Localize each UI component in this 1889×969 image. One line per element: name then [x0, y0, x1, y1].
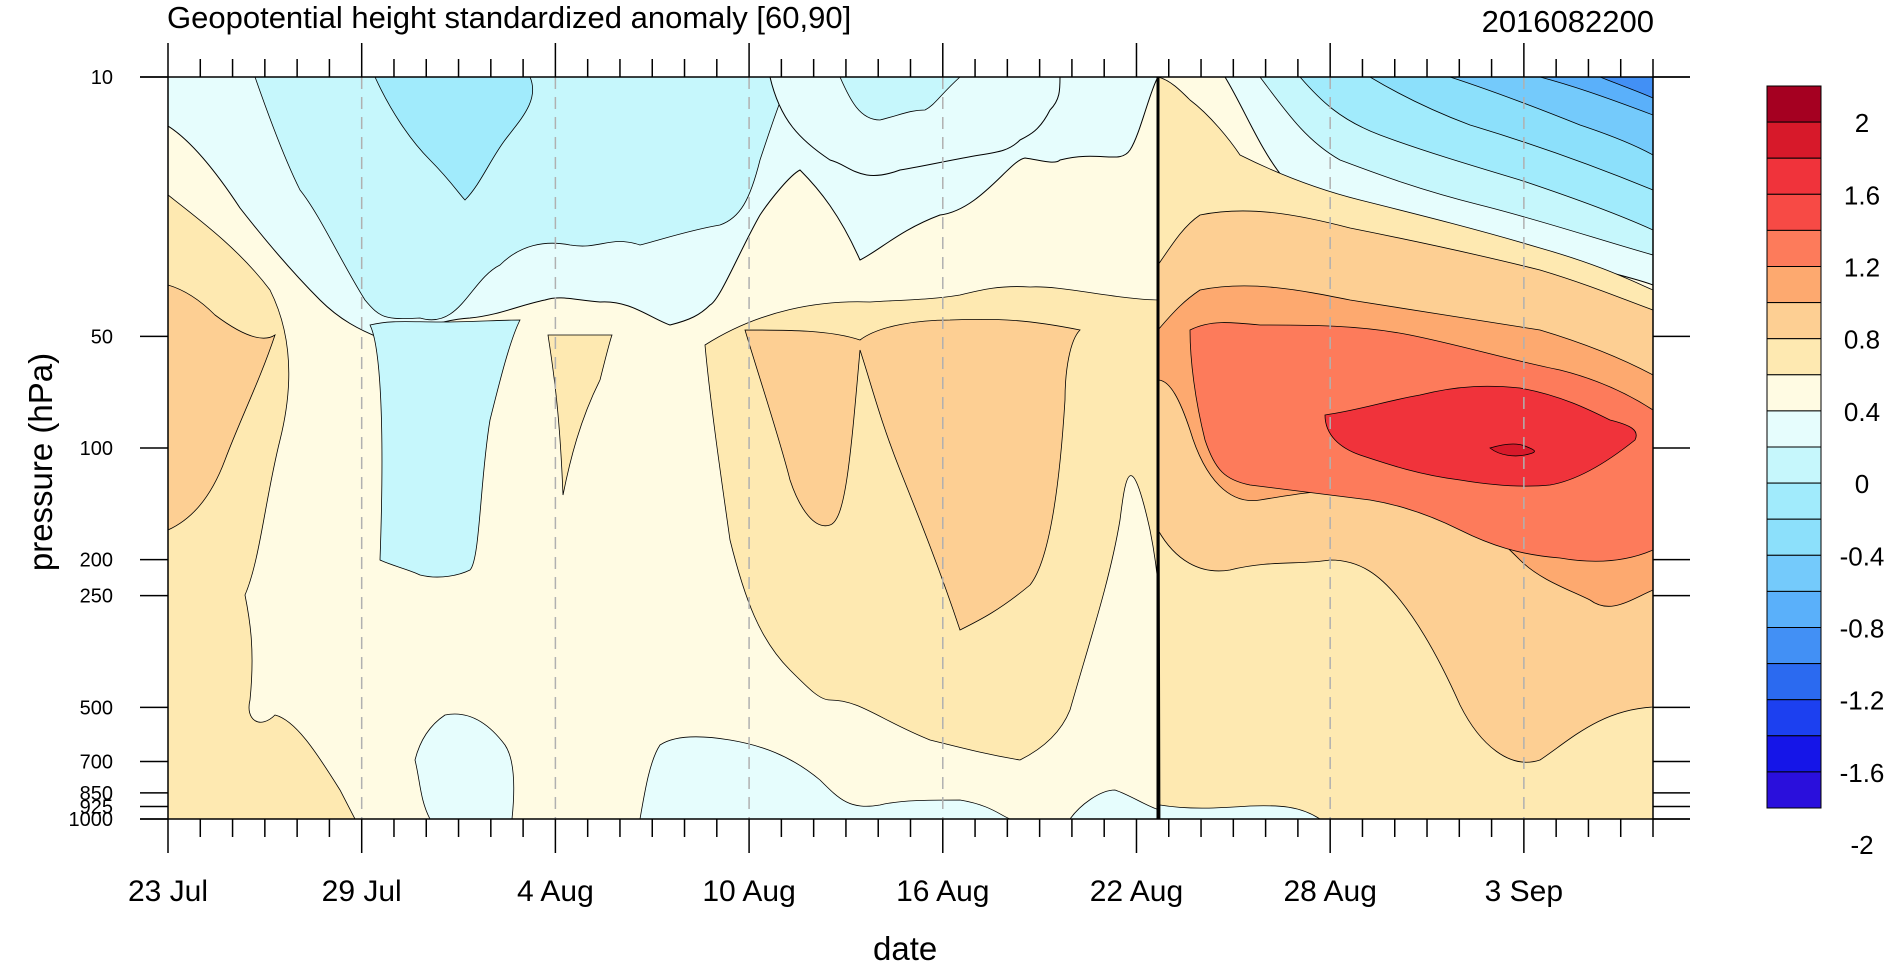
- colorbar-swatch: [1766, 338, 1822, 376]
- colorbar-swatch: [1766, 482, 1822, 520]
- colorbar-label: 0.8: [1844, 325, 1880, 355]
- colorbar-swatch: [1766, 518, 1822, 556]
- y-tick-label: 200: [80, 550, 113, 572]
- contour-field: [168, 77, 1653, 819]
- colorbar-swatch: [1766, 554, 1822, 592]
- y-tick-label: 850: [80, 783, 113, 805]
- x-axis-title: date: [873, 930, 938, 967]
- y-tick-label: 700: [80, 752, 113, 774]
- contour-neg-upper-right: [769, 77, 1061, 176]
- contour-pos-center-2: [744, 318, 1081, 631]
- colorbar-label: 0.4: [1844, 397, 1880, 427]
- colorbar-label: -0.4: [1840, 541, 1885, 571]
- colorbar-swatch: [1766, 699, 1822, 737]
- contour-pos-left-2: [168, 284, 276, 531]
- colorbar: 2 1.6 1.2 0.8 0.4 0 -0.4 -0.8 -1.2 -1.6 -2: [1766, 85, 1885, 860]
- colorbar-label: -1.2: [1840, 686, 1885, 716]
- colorbar-label: 1.6: [1844, 180, 1880, 210]
- contour-neg-upper-3: [374, 77, 534, 201]
- colorbar-swatch: [1766, 374, 1822, 412]
- colorbar-label: -0.8: [1840, 614, 1885, 644]
- y-tick-label: 10: [91, 67, 113, 89]
- colorbar-label: 2: [1855, 108, 1869, 138]
- x-axis: 23 Jul 29 Jul 4 Aug 10 Aug 16 Aug 22 Aug 28 Au…: [128, 43, 1654, 908]
- x-tick-label: 3 Sep: [1485, 875, 1563, 908]
- colorbar-swatch: [1766, 302, 1822, 340]
- contour-neg-upper-right-2: [839, 77, 961, 121]
- contour-pos-center-small: [547, 334, 613, 496]
- colorbar-swatch: [1766, 663, 1822, 701]
- colorbar-label: 0: [1855, 469, 1869, 499]
- colorbar-swatch: [1766, 446, 1822, 484]
- colorbar-swatch: [1766, 229, 1822, 267]
- x-tick-label: 29 Jul: [322, 875, 402, 908]
- contour-neg-left-column: [369, 319, 521, 578]
- x-tick-label: 16 Aug: [896, 875, 989, 908]
- y-tick-label: 250: [80, 586, 113, 608]
- x-tick-label: 23 Jul: [128, 875, 208, 908]
- contour-neg-upper-2: [254, 77, 791, 321]
- chart-run-date: 2016082200: [1481, 4, 1654, 39]
- colorbar-label: -1.6: [1840, 758, 1885, 788]
- y-tick-label: 100: [80, 438, 113, 460]
- y-tick-label: 500: [80, 697, 113, 719]
- y-tick-label: 50: [91, 326, 113, 348]
- colorbar-swatch: [1766, 85, 1822, 123]
- colorbar-swatch: [1766, 266, 1822, 304]
- x-tick-label: 28 Aug: [1283, 875, 1376, 908]
- x-tick-label: 10 Aug: [702, 875, 795, 908]
- y-tick-label: 1000: [69, 809, 114, 831]
- x-gridlines: [360, 77, 1525, 819]
- x-tick-label: 22 Aug: [1090, 875, 1183, 908]
- colorbar-label: -2: [1850, 830, 1873, 860]
- colorbar-swatch: [1766, 157, 1822, 195]
- colorbar-swatch: [1766, 771, 1822, 809]
- y-tick-label: 925: [80, 796, 113, 818]
- contour-neg-lower-left: [414, 713, 515, 819]
- contour-neg-lower-right-2: [1159, 804, 1321, 819]
- contour-neg-topright-7: [1599, 77, 1653, 99]
- chart-title: Geopotential height standardized anomaly…: [167, 0, 852, 35]
- colorbar-swatch: [1766, 590, 1822, 629]
- colorbar-swatch: [1766, 193, 1822, 231]
- colorbar-swatch: [1766, 735, 1822, 773]
- colorbar-swatch: [1766, 121, 1822, 159]
- x-tick-label: 4 Aug: [517, 875, 594, 908]
- colorbar-label: 1.2: [1844, 253, 1880, 283]
- contour-neg-lower-mid: [639, 736, 1011, 819]
- contour-pos-right-5: [1324, 385, 1637, 487]
- colorbar-swatch: [1766, 410, 1822, 448]
- colorbar-swatch: [1766, 627, 1822, 665]
